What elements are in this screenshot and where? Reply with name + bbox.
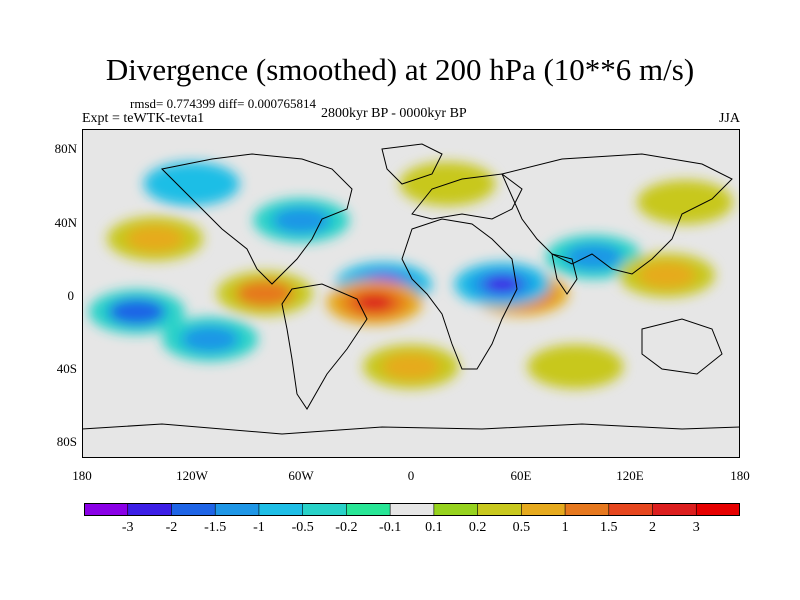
colorbar-swatch [171, 503, 217, 516]
colorbar-swatch [695, 503, 740, 516]
colorbar-swatch [127, 503, 173, 516]
divergence-blob [235, 280, 294, 307]
divergence-blob [637, 180, 734, 225]
colorbar-label: -3 [121, 520, 134, 535]
xtick-120e: 120E [616, 468, 644, 483]
colorbar-swatch [258, 503, 304, 516]
coastline-australia [641, 318, 723, 375]
xtick-60w: 60W [288, 468, 314, 483]
ytick-80n: 80N [54, 141, 77, 156]
map-plot [82, 129, 740, 458]
coastline-asia [501, 153, 733, 275]
colorbar-swatch [477, 503, 523, 516]
colorbar-swatch [389, 503, 435, 516]
colorbar-label: 0.1 [425, 520, 443, 535]
divergence-blob [382, 353, 440, 380]
colorbar-swatch [346, 503, 391, 516]
divergence-blob [564, 243, 623, 271]
colorbar-swatch [521, 503, 566, 516]
divergence-blob [272, 207, 331, 234]
colorbar-label: 1.5 [600, 520, 618, 535]
colorbar-label: 0.5 [512, 520, 531, 535]
xtick-120w: 120W [176, 468, 208, 483]
colorbar-label: 1 [561, 520, 569, 535]
xtick-180e: 180 [730, 468, 750, 483]
ytick-80s: 80S [56, 434, 77, 449]
xtick-180w: 180 [72, 468, 92, 483]
colorbar-label: -1.5 [204, 520, 227, 535]
coastline-india [551, 253, 578, 295]
ytick-40n: 40N [54, 215, 77, 230]
stats-label: rmsd= 0.774399 diff= 0.000765814 [130, 96, 316, 111]
period-label: 2800kyr BP - 0000kyr BP [321, 106, 467, 121]
colorbar-label: -1 [253, 520, 265, 535]
coastline-north-america [160, 153, 353, 285]
ytick-40s: 40S [56, 361, 77, 376]
chart-title: Divergence (smoothed) at 200 hPa (10**6 … [105, 52, 695, 87]
coastline-antarctica [82, 423, 740, 435]
divergence-blob [181, 325, 239, 353]
divergence-blob [638, 262, 696, 289]
colorbar-swatch [84, 503, 129, 516]
colorbar-label: -0.2 [335, 520, 358, 535]
experiment-label: Expt = teWTK-tevta1 [82, 111, 205, 126]
colorbar-swatch [652, 503, 698, 516]
colorbar-swatch [564, 503, 610, 516]
divergence-blob [483, 275, 522, 294]
coastline-greenland [381, 143, 443, 185]
colorbar-swatch [433, 503, 479, 516]
divergence-blob [126, 225, 184, 252]
divergence-blob [355, 293, 394, 312]
divergence-blob [143, 161, 240, 206]
colorbar-label: 2 [649, 520, 657, 535]
colorbar-swatch [608, 503, 654, 516]
colorbar-swatch [214, 503, 260, 516]
colorbar-label: 3 [692, 520, 700, 535]
colorbar-label: -0.5 [291, 520, 314, 535]
divergence-blob [108, 298, 166, 325]
colorbar-label: -2 [165, 520, 178, 535]
colorbar-label: -0.1 [379, 520, 402, 535]
xtick-0: 0 [407, 468, 415, 483]
coastlines [82, 143, 740, 435]
divergence-field [88, 161, 734, 389]
map-border [82, 129, 740, 458]
colorbar [84, 503, 740, 516]
coastline-africa [401, 218, 518, 370]
colorbar-swatch [302, 503, 348, 516]
season-label: JJA [718, 111, 740, 126]
coastline-europe [411, 173, 523, 220]
colorbar-label: 0.2 [468, 520, 487, 535]
coastline-south-america [281, 283, 368, 410]
ytick-0: 0 [67, 288, 75, 303]
divergence-blob [527, 344, 624, 389]
xtick-60e: 60E [510, 468, 532, 483]
